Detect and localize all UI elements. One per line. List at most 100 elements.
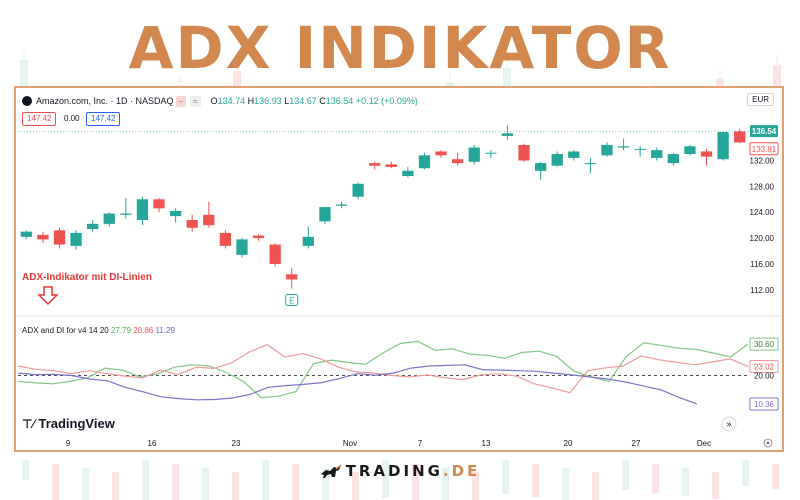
candle-body [717,132,729,160]
symbol-name[interactable]: Amazon.com, Inc. · 1D · NASDAQ [36,96,174,106]
candle-body [617,146,630,148]
candle-body [369,163,381,166]
candle-body [634,148,646,150]
candle-body [269,244,281,264]
bull-logo-icon [320,463,342,480]
candle-body [319,207,331,222]
price-tick-label: 128.00 [750,182,775,191]
background-candle-body [20,60,28,90]
candle-body [385,164,397,167]
plus-di-axis-label-box [749,337,779,351]
time-tick-label: 16 [148,439,157,448]
candle-body [53,230,66,245]
time-tick-label: 23 [232,439,241,448]
buy-button[interactable]: 147.42 [86,112,121,126]
time-tick-label: 9 [66,439,71,448]
last-price-label-box [750,125,778,138]
background-candle-body [382,460,389,498]
candle-body [203,214,215,226]
adx-line [17,364,698,405]
background-candle-body [172,464,179,500]
background-candle-body [292,464,299,500]
indicator-legend[interactable]: ADX and DI for v4 14 20 27.79 20.86 11.2… [22,326,175,335]
candle-body [651,150,663,158]
candle-body [136,199,149,220]
candle-body [120,213,132,215]
candle-body [169,210,182,217]
footer-brand-name: TRADING [345,462,443,480]
symbol-header: Amazon.com, Inc. · 1D · NASDAQ − ≈ O134.… [22,94,418,108]
price-tick-label: 124.00 [750,208,775,217]
background-candle-body [442,468,449,500]
background-candle-body [772,464,779,489]
candle-body [468,147,480,162]
background-candle-body [532,464,539,497]
candle-body [551,154,563,166]
background-candle-body [742,460,749,486]
double-chevron-icon: » [726,420,732,430]
prev-price-box [749,142,779,156]
candle-body [568,151,580,158]
adx-axis-label: 10.36 [754,400,775,409]
background-candle-body [652,464,659,493]
minus-di-line [17,344,749,394]
candle-body [87,223,99,230]
price-tick-label: 132.00 [750,157,775,166]
indicator-name: ADX and DI for v4 14 20 [22,326,109,335]
minus-di-axis-label: 23.02 [754,363,775,372]
background-candle-body [472,472,479,500]
candle-body [418,155,431,169]
candle-body [252,235,265,239]
candle-body [667,154,679,164]
candle-body [103,213,115,224]
minus-di-value: 20.86 [133,326,154,335]
candle-body [302,236,314,246]
adx-axis-label-box [749,397,779,411]
threshold-axis-label: 20.00 [754,371,775,380]
currency-selector[interactable]: EUR [747,93,774,106]
earnings-marker-label: E [289,297,294,306]
chart-canvas: 112.00 116.00 120.00 124.00 128.00 132.00 E 136… [16,125,782,448]
candle-body [534,163,547,171]
scroll-latest-button [721,416,737,432]
plus-di-value: 27.79 [110,326,131,335]
annotation-text: ADX-Indikator mit DI-Linien [22,272,152,283]
time-tick-label: 20 [564,439,573,448]
background-candle-body [262,460,269,500]
earnings-marker [285,294,299,307]
change-value: +0.12 (+0.09%) [355,96,418,106]
candle-body [219,232,232,246]
time-tick-label: 13 [482,439,491,448]
down-arrow-icon [37,286,59,306]
last-price-label: 136.54 [752,127,777,136]
background-candle-body [112,472,119,500]
background-candle-body [352,472,359,500]
plus-di-axis-label: 30.60 [754,340,775,349]
background-candle-body [412,464,419,500]
price-tick-label: 116.00 [750,260,774,269]
close-value: 136.54 [325,96,354,106]
background-candle-body [622,460,629,490]
time-tick-label: 27 [632,439,641,448]
open-value: 134.74 [217,96,246,106]
adx-value: 11.29 [155,326,175,335]
candle-body [734,131,746,143]
background-candle-body [682,468,689,496]
amazon-logo-icon [22,96,32,106]
candle-body [684,146,696,155]
settings-gear-icon [763,438,773,448]
background-candle-body [52,464,59,500]
minus-icon[interactable]: − [175,95,187,107]
candle-body [186,219,198,228]
candle-body [435,151,447,156]
candle-body [335,204,348,206]
sell-button[interactable]: 147.42 [22,112,57,126]
candle-body [352,183,364,197]
candle-body [20,231,32,237]
candle-body [236,239,248,255]
compare-icon[interactable]: ≈ [190,95,201,107]
background-candle-body [22,460,29,480]
time-tick-label: Nov [343,439,357,448]
candle-body [700,151,713,157]
candle-body [584,163,597,165]
